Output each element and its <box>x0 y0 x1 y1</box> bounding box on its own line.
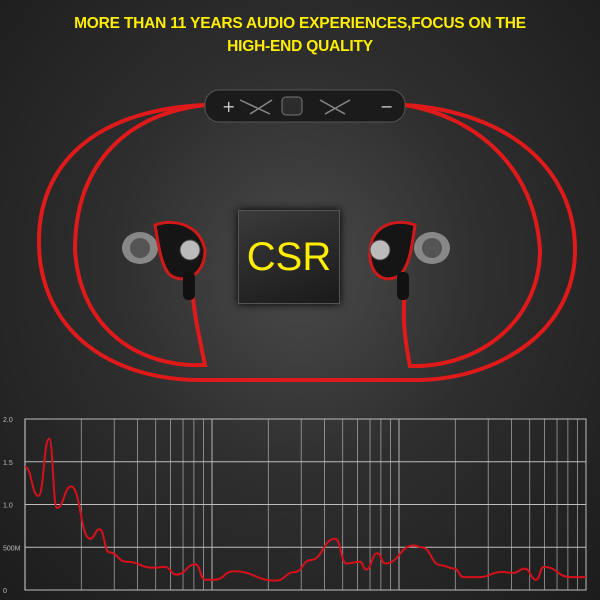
y-tick-label: 1.0 <box>3 503 13 510</box>
headline-line-1: MORE THAN 11 YEARS AUDIO EXPERIENCES,FOC… <box>74 15 526 32</box>
y-tick-label: 2.0 <box>3 417 13 424</box>
chart-grid <box>24 418 587 591</box>
y-tick-label: 0 <box>3 588 7 595</box>
earphone-illustration: + − <box>36 89 578 382</box>
volume-down-icon: − <box>380 97 393 116</box>
series-line <box>24 437 586 582</box>
inline-remote: + − <box>204 89 406 123</box>
play-button-icon <box>281 96 303 116</box>
cable <box>36 103 578 382</box>
volume-up-icon: + <box>222 97 235 116</box>
right-earbud <box>368 220 450 300</box>
frequency-response-chart: 0 500M 1.0 1.5 2.0 <box>3 417 587 595</box>
csr-chip-badge: CSR <box>238 210 340 304</box>
headline: MORE THAN 11 YEARS AUDIO EXPERIENCES,FOC… <box>0 12 600 58</box>
y-axis-labels: 0 500M 1.0 1.5 2.0 <box>3 417 21 595</box>
y-tick-label: 1.5 <box>3 460 13 467</box>
y-tick-label: 500M <box>3 545 21 552</box>
headline-line-2: HIGH-END QUALITY <box>227 38 373 55</box>
left-earbud <box>122 220 207 300</box>
